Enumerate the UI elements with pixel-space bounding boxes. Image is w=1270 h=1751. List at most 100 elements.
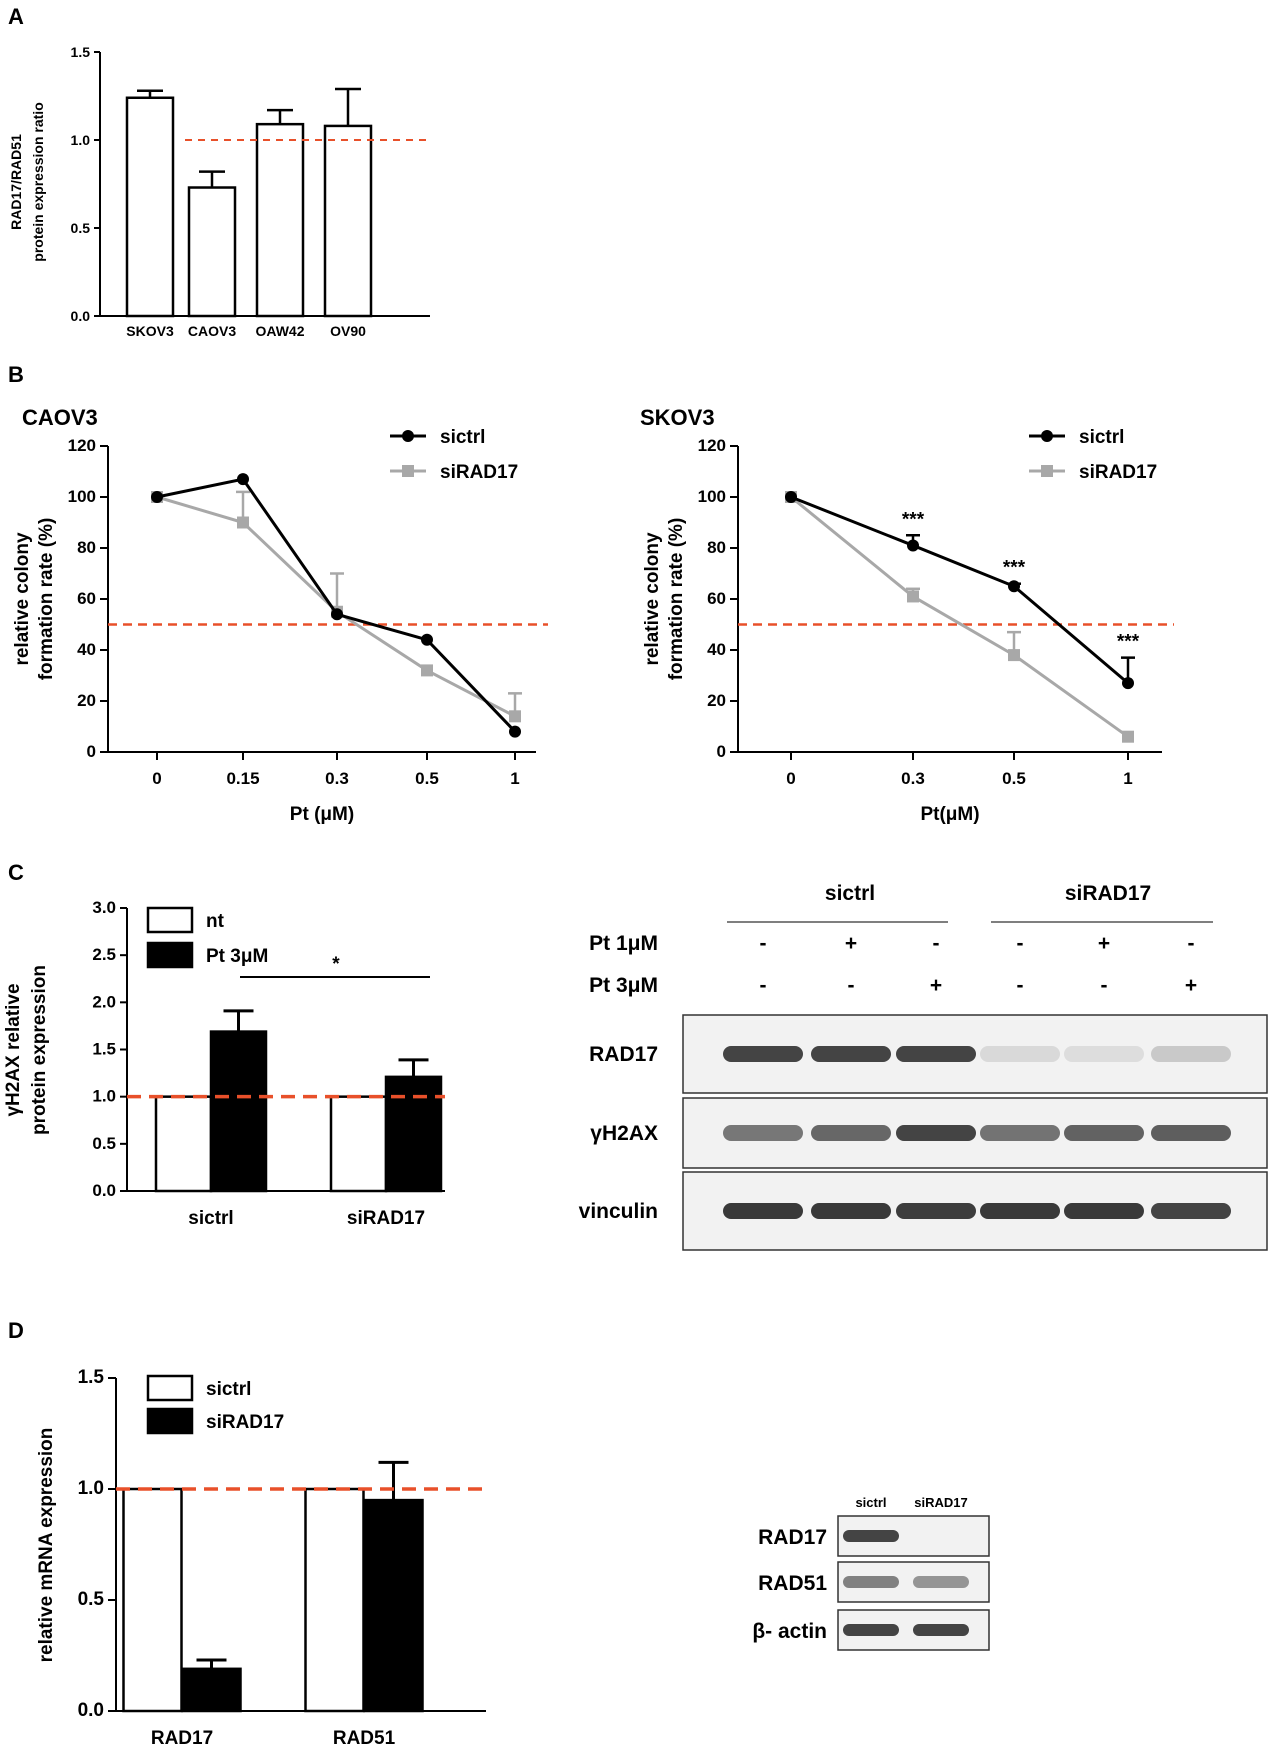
a-bar (125, 96, 175, 318)
b2-y-tick-label: 80 (707, 538, 726, 557)
blot-d-band (843, 1624, 899, 1636)
blot-c-sign: + (845, 932, 857, 955)
blot-c-sign: - (1101, 974, 1108, 997)
blot-c-row-label: RAD17 (589, 1043, 658, 1066)
b2-y-tick-label: 100 (698, 487, 726, 506)
blot-c-sign: - (933, 932, 940, 955)
b2-y-tick-label: 20 (707, 691, 726, 710)
d-bar-siRAD17 (181, 1667, 242, 1713)
blot-d-band (843, 1576, 899, 1588)
c-bar-Pt-3μM (209, 1030, 268, 1193)
blot-c-treatment-label: Pt 3μM (589, 974, 658, 997)
d-legend-swatch (146, 1374, 194, 1402)
b2-point-sictrl (785, 491, 797, 503)
b2-legend-label: sictrl (1079, 427, 1124, 448)
blot-c-band (811, 1203, 891, 1219)
blot-c-group-label: siRAD17 (1065, 882, 1151, 905)
b2-significance: *** (1003, 558, 1026, 579)
b1-y-tick-label: 60 (77, 589, 96, 608)
c-y-tick-label: 2.0 (92, 992, 116, 1011)
b1-point-sictrl (151, 491, 163, 503)
c-legend-label: nt (206, 911, 225, 932)
b1-y-tick-label: 20 (77, 691, 96, 710)
a-y-tick-label: 1.0 (71, 132, 91, 148)
a-x-tick-label: SKOV3 (126, 323, 174, 339)
c-x-tick-label: siRAD17 (347, 1208, 425, 1229)
d-legend-swatch (146, 1407, 194, 1435)
b1-point-siRAD17 (509, 710, 521, 723)
b2-series-line-sictrl (790, 495, 1129, 685)
b1-legend-label: sictrl (440, 427, 485, 448)
d-x-tick-label: RAD51 (333, 1728, 396, 1749)
d-y-tick-label: 1.0 (78, 1478, 104, 1499)
b1-y-axis-title: formation rate (%) (36, 518, 57, 681)
b2-legend-marker (1041, 465, 1053, 477)
b2-x-axis-title: Pt(μM) (920, 804, 979, 825)
a-y-axis-title: protein expression ratio (30, 102, 46, 261)
b2-x-tick-label: 0.5 (1002, 769, 1026, 788)
blot-c-band (896, 1203, 976, 1219)
a-bar (323, 124, 373, 318)
blot-d-band (913, 1576, 969, 1588)
b1-point-siRAD17 (421, 664, 433, 677)
b1-x-tick-label: 1 (510, 769, 519, 788)
b2-legend-label: siRAD17 (1079, 462, 1157, 483)
blot-c-band (1064, 1046, 1144, 1062)
c-legend-swatch (146, 941, 194, 969)
blot-c-sign: + (930, 974, 942, 997)
b2-y-tick-label: 40 (707, 640, 726, 659)
blot-c-sign: + (1185, 974, 1197, 997)
a-x-tick-label: OAW42 (255, 323, 304, 339)
a-y-tick-label: 0.5 (71, 220, 91, 236)
d-y-tick-label: 0.5 (78, 1589, 105, 1610)
blot-c-band (1151, 1203, 1231, 1219)
b1-x-axis-title: Pt (μM) (290, 804, 354, 825)
panel-letter-c: C (8, 860, 24, 885)
blot-d-band (843, 1530, 899, 1542)
a-bar (187, 186, 237, 318)
b1-point-sictrl (509, 725, 521, 738)
blot-c-band (811, 1046, 891, 1062)
b2-point-siRAD17 (1008, 649, 1020, 662)
b1-x-tick-label: 0 (152, 769, 161, 788)
b2-y-axis-title: formation rate (%) (666, 518, 687, 681)
panel-letter-b: B (8, 362, 24, 387)
a-bar (255, 122, 305, 318)
c-bar-Pt-3μM (384, 1075, 443, 1193)
b1-legend-label: siRAD17 (440, 462, 518, 483)
blot-c-sign: - (1017, 974, 1024, 997)
b1-x-tick-label: 0.3 (325, 769, 349, 788)
c-x-tick-label: sictrl (188, 1208, 233, 1229)
blot-c-sign: - (848, 974, 855, 997)
b2-series-line-siRAD17 (790, 495, 1129, 738)
c-y-axis-title: protein expression (29, 965, 50, 1135)
d-y-tick-label: 1.5 (78, 1367, 105, 1388)
c-legend-swatch (146, 906, 194, 934)
b2-chart-title: SKOV3 (640, 405, 715, 430)
b2-x-tick-label: 1 (1123, 769, 1132, 788)
a-x-tick-label: CAOV3 (188, 323, 236, 339)
blot-c-treatment-label: Pt 1μM (589, 932, 658, 955)
blot-c-sign: - (1188, 932, 1195, 955)
b2-x-tick-label: 0.3 (901, 769, 925, 788)
a-y-tick-label: 0.0 (71, 308, 91, 324)
blot-c-band (811, 1125, 891, 1141)
panel-letter-a: A (8, 4, 24, 29)
blot-c-band (980, 1203, 1060, 1219)
blot-d-lane-label: sictrl (855, 1495, 886, 1510)
b1-legend-marker (402, 465, 414, 477)
b1-point-sictrl (237, 473, 249, 486)
chart-b-caov3: 0 20 40 60 80 100 120 0 0.15 0.3 0.5 1 CAOV3 Pt (μM) r… (12, 405, 548, 825)
d-y-axis-title: relative mRNA expression (36, 1428, 57, 1663)
d-bar-sictrl (304, 1487, 365, 1713)
b2-y-tick-label: 60 (707, 589, 726, 608)
blot-c-band (1064, 1125, 1144, 1141)
blot-c-band (1151, 1046, 1231, 1062)
b2-x-tick-label: 0 (786, 769, 795, 788)
chart-a: 0.0 0.5 1.0 1.5 SKOV3 CAOV3 OAW42 OV90 RAD17/RAD… (8, 44, 430, 339)
c-y-tick-label: 0.0 (92, 1181, 116, 1200)
b1-y-axis-title: relative colony (12, 532, 33, 665)
b2-significance: *** (902, 509, 925, 530)
blot-c-band (980, 1125, 1060, 1141)
